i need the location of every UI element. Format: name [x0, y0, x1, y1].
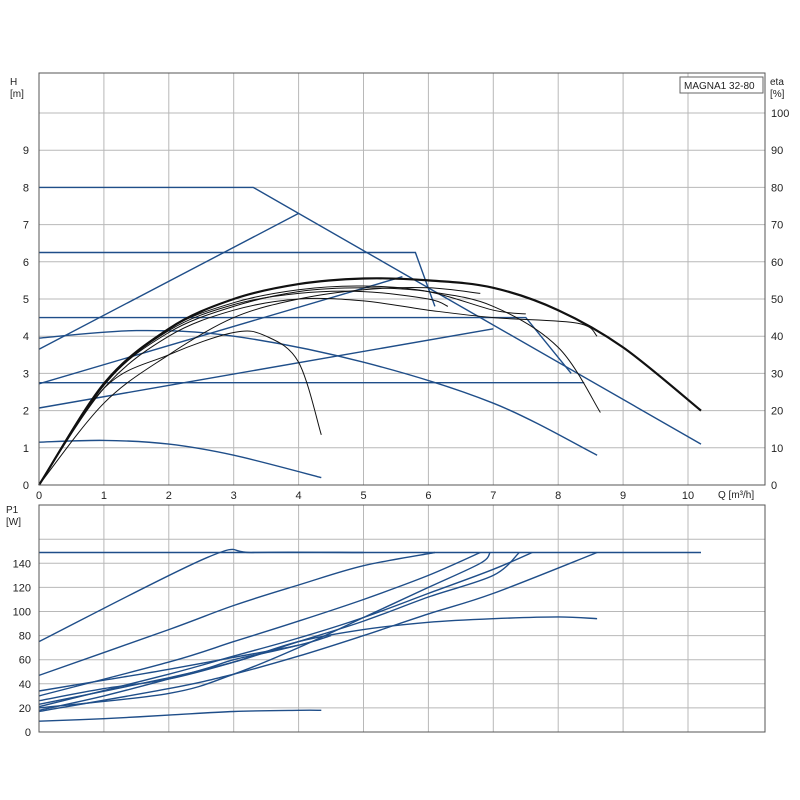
- power-tick-label: 100: [13, 607, 31, 619]
- flow-tick-label: 8: [555, 490, 561, 502]
- head-curve-1: [39, 186, 702, 445]
- power-tick-label: 120: [13, 582, 31, 594]
- head-axis-label: H: [10, 77, 17, 88]
- efficiency-tick-label: 10: [771, 443, 783, 455]
- power-curve-7: [38, 551, 533, 708]
- power-tick-label: 0: [25, 727, 31, 739]
- power-curve-5: [38, 551, 520, 705]
- power-axis-label: P1: [6, 505, 19, 516]
- head-curve-8: [38, 329, 598, 456]
- head-tick-label: 5: [23, 294, 29, 306]
- power-curve-10: [38, 634, 332, 692]
- power-panel: 0 20 40 60 80 100 120 140 P1 [W]: [6, 504, 766, 739]
- head-grid: [39, 73, 765, 485]
- power-tick-label: 20: [19, 703, 31, 715]
- head-efficiency-series: [38, 186, 702, 486]
- flow-tick-label: 5: [360, 490, 366, 502]
- efficiency-tick-label: 100: [771, 108, 789, 120]
- head-tick-label: 2: [23, 406, 29, 418]
- head-tick-labels: 0 1 2 3 4 5 6 7 8 9 100123456789010203040506070809…: [23, 108, 789, 502]
- head-plot-frame: [38, 72, 766, 486]
- power-tick-labels: 0 20 40 60 80 100 120 140: [13, 558, 31, 739]
- power-series: [38, 548, 701, 722]
- flow-tick-label: 6: [425, 490, 431, 502]
- flow-tick-label: 1: [101, 490, 107, 502]
- power-curve-3: [38, 551, 436, 677]
- power-tick-label: 40: [19, 679, 31, 691]
- head-tick-label: 8: [23, 182, 29, 194]
- efficiency-tick-label: 60: [771, 257, 783, 269]
- flow-tick-label: 4: [296, 490, 302, 502]
- efficiency-curve-4: [38, 285, 526, 486]
- efficiency-curve-6: [38, 330, 322, 486]
- flow-axis-label: Q [m³/h]: [718, 490, 754, 501]
- efficiency-axis-unit: [%]: [770, 89, 785, 100]
- efficiency-curve-2: [38, 297, 598, 486]
- efficiency-curve-7: [38, 287, 481, 486]
- head-curve-2: [39, 251, 436, 307]
- model-label: MAGNA1 32-80: [684, 81, 755, 92]
- efficiency-tick-label: 20: [771, 406, 783, 418]
- power-tick-label: 80: [19, 631, 31, 643]
- head-efficiency-panel: 0 1 2 3 4 5 6 7 8 9 100123456789010203040506070809…: [10, 72, 789, 502]
- power-curve-6: [38, 551, 598, 713]
- head-tick-label: 9: [23, 145, 29, 157]
- head-axis-unit: [m]: [10, 89, 24, 100]
- head-curve-7: [38, 328, 494, 409]
- efficiency-tick-label: 50: [771, 294, 783, 306]
- head-tick-label: 1: [23, 443, 29, 455]
- power-plot-frame: [38, 504, 766, 733]
- efficiency-tick-label: 40: [771, 331, 783, 343]
- head-curve-9: [38, 439, 322, 479]
- flow-tick-label: 2: [166, 490, 172, 502]
- power-curve-12: [38, 644, 299, 711]
- power-tick-label: 60: [19, 655, 31, 667]
- power-axis-unit: [W]: [6, 517, 21, 528]
- efficiency-tick-label: 0: [771, 480, 777, 492]
- efficiency-tick-label: 80: [771, 182, 783, 194]
- head-tick-label: 7: [23, 220, 29, 232]
- power-curve-2: [38, 548, 364, 643]
- head-curve-6: [38, 276, 403, 385]
- power-tick-label: 140: [13, 558, 31, 570]
- flow-tick-label: 0: [36, 490, 42, 502]
- head-tick-label: 0: [23, 480, 29, 492]
- flow-tick-label: 3: [231, 490, 237, 502]
- efficiency-curve-1: [38, 277, 702, 486]
- model-label-box: [679, 76, 764, 94]
- efficiency-tick-label: 70: [771, 220, 783, 232]
- power-grid: [39, 505, 765, 732]
- power-curve-4: [38, 551, 481, 697]
- efficiency-curve-5: [38, 290, 449, 486]
- head-tick-label: 4: [23, 331, 29, 343]
- head-tick-label: 6: [23, 257, 29, 269]
- power-curve-9: [38, 616, 598, 702]
- efficiency-axis-label: eta: [770, 77, 784, 88]
- efficiency-tick-label: 90: [771, 145, 783, 157]
- efficiency-tick-label: 30: [771, 368, 783, 380]
- flow-tick-label: 9: [620, 490, 626, 502]
- head-tick-label: 3: [23, 368, 29, 380]
- flow-tick-label: 7: [490, 490, 496, 502]
- head-curve-5: [38, 212, 299, 350]
- power-curve-11: [38, 709, 322, 722]
- flow-tick-label: 10: [682, 490, 694, 502]
